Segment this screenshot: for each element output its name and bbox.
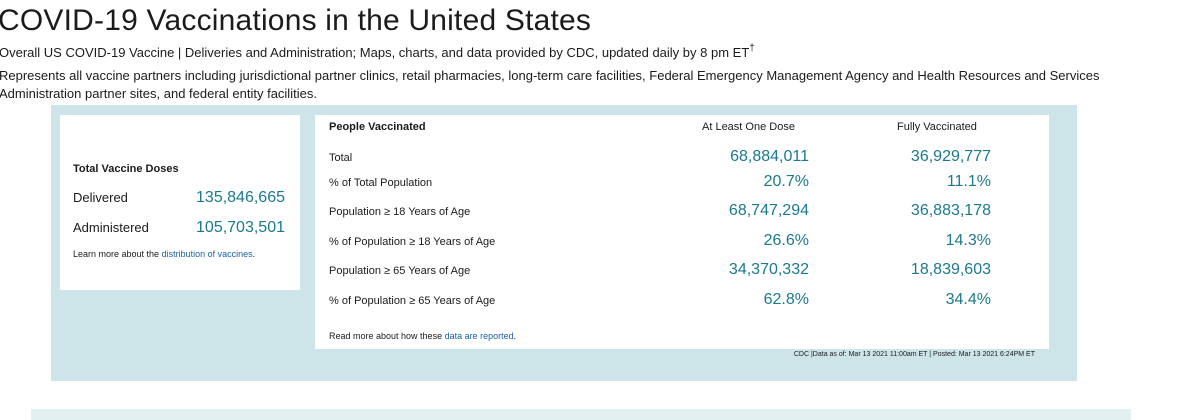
row-label: % of Total Population [329, 177, 433, 189]
data-are-reported-link[interactable]: data are reported [444, 331, 514, 341]
one-dose-value: 68,884,011 [730, 148, 809, 165]
fully-vaccinated-value: 14.3% [945, 232, 991, 249]
row-label: Population ≥ 18 Years of Age [329, 206, 471, 218]
data-timestamp-footnote: CDC |Data as of: Mar 13 2021 11:00am ET … [793, 351, 1035, 358]
people-vaccinated-heading: People Vaccinated [329, 121, 426, 133]
delivered-value: 135,846,665 [196, 189, 285, 206]
at-least-one-dose-column-header: At Least One Dose [702, 121, 795, 133]
next-section-panel [31, 409, 1131, 420]
total-vaccine-doses-heading: Total Vaccine Doses [73, 163, 179, 175]
one-dose-value: 34,370,332 [728, 261, 809, 278]
learn-more-prefix: Learn more about the [73, 249, 162, 259]
one-dose-value: 62.8% [763, 291, 809, 308]
page-subtitle: Overall US COVID-19 Vaccine | Deliveries… [0, 43, 755, 60]
administered-row: Administered 105,703,501 [73, 217, 285, 237]
one-dose-value: 68,747,294 [728, 202, 809, 219]
one-dose-value: 20.7% [763, 173, 809, 190]
table-row-65-plus: Population ≥ 65 Years of Age 34,370,332 … [329, 259, 991, 279]
row-label: Population ≥ 65 Years of Age [329, 265, 471, 277]
row-label: Total [329, 152, 353, 164]
fully-vaccinated-value: 11.1% [946, 173, 991, 190]
fully-vaccinated-value: 36,929,777 [910, 148, 991, 165]
table-row-pct-total: % of Total Population 20.7% 11.1% [329, 171, 991, 191]
read-more-suffix: . [513, 331, 517, 341]
table-row-total: Total 68,884,011 36,929,777 [329, 146, 991, 166]
learn-more-suffix: . [252, 249, 256, 259]
delivered-row: Delivered 135,846,665 [73, 187, 285, 207]
page-description: Represents all vaccine partners includin… [0, 68, 1100, 101]
delivered-label: Delivered [73, 190, 128, 205]
learn-more-text: Learn more about the distribution of vac… [73, 249, 255, 259]
read-more-prefix: Read more about how these [329, 331, 445, 341]
row-label: % of Population ≥ 65 Years of Age [329, 295, 496, 307]
fully-vaccinated-column-header: Fully Vaccinated [897, 121, 977, 133]
one-dose-value: 26.6% [763, 232, 809, 249]
administered-value: 105,703,501 [196, 219, 285, 236]
table-row-pct-18-plus: % of Population ≥ 18 Years of Age 26.6% … [329, 230, 991, 250]
people-vaccinated-card: People Vaccinated At Least One Dose Full… [315, 115, 1049, 349]
distribution-of-vaccines-link[interactable]: distribution of vaccines [161, 249, 253, 259]
row-label: % of Population ≥ 18 Years of Age [329, 236, 496, 248]
vaccination-summary-panel: Total Vaccine Doses Delivered 135,846,66… [51, 105, 1077, 381]
administered-label: Administered [73, 220, 149, 235]
fully-vaccinated-value: 36,883,178 [910, 202, 991, 219]
table-row-18-plus: Population ≥ 18 Years of Age 68,747,294 … [329, 200, 991, 220]
fully-vaccinated-value: 18,839,603 [910, 261, 991, 278]
table-row-pct-65-plus: % of Population ≥ 65 Years of Age 62.8% … [329, 289, 991, 309]
fully-vaccinated-value: 34.4% [945, 291, 991, 308]
subtitle-text: Overall US COVID-19 Vaccine | Deliveries… [0, 45, 750, 60]
read-more-text: Read more about how these data are repor… [329, 331, 516, 341]
dagger-footnote-mark: † [749, 43, 755, 54]
total-vaccine-doses-card: Total Vaccine Doses Delivered 135,846,66… [60, 115, 300, 290]
page-title: COVID-19 Vaccinations in the United Stat… [0, 4, 592, 37]
